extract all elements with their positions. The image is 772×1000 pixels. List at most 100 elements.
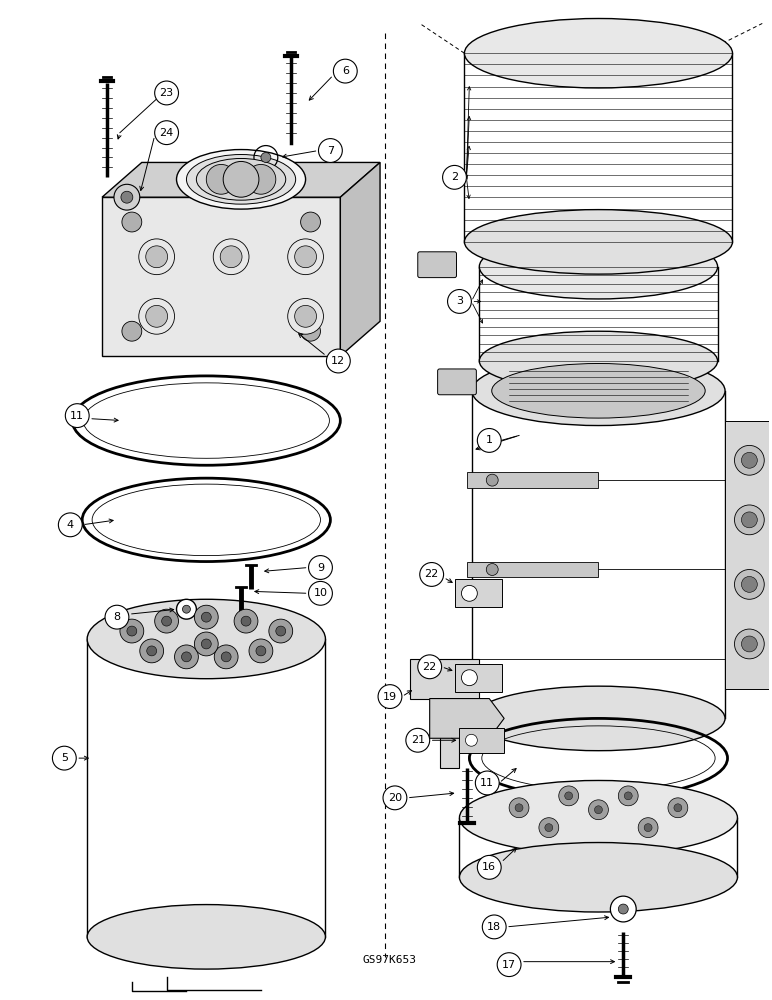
Circle shape: [201, 639, 212, 649]
Ellipse shape: [196, 158, 286, 200]
Text: 12: 12: [331, 356, 345, 366]
Circle shape: [564, 792, 573, 800]
Bar: [725, 421, 772, 689]
Bar: [459, 728, 504, 753]
Text: 16: 16: [482, 862, 496, 872]
Polygon shape: [430, 699, 504, 738]
Ellipse shape: [472, 686, 725, 751]
Circle shape: [618, 904, 628, 914]
Circle shape: [486, 474, 498, 486]
Circle shape: [146, 305, 168, 327]
Circle shape: [594, 806, 602, 814]
Circle shape: [515, 804, 523, 812]
Circle shape: [588, 800, 608, 820]
Bar: [467, 472, 598, 488]
Polygon shape: [340, 162, 380, 356]
Ellipse shape: [465, 18, 733, 88]
Circle shape: [195, 605, 218, 629]
Circle shape: [383, 786, 407, 810]
Circle shape: [559, 786, 578, 806]
Ellipse shape: [87, 599, 326, 679]
Circle shape: [674, 804, 682, 812]
Circle shape: [174, 645, 198, 669]
Ellipse shape: [459, 843, 737, 912]
Circle shape: [741, 452, 757, 468]
Bar: [102, 197, 340, 356]
Circle shape: [734, 505, 764, 535]
Circle shape: [234, 609, 258, 633]
Circle shape: [734, 629, 764, 659]
Circle shape: [181, 652, 191, 662]
Circle shape: [276, 626, 286, 636]
Text: GS97K653: GS97K653: [363, 955, 417, 965]
Circle shape: [406, 728, 430, 752]
Circle shape: [327, 349, 350, 373]
Circle shape: [220, 246, 242, 268]
Bar: [455, 579, 502, 607]
Circle shape: [448, 290, 472, 313]
Circle shape: [288, 239, 323, 275]
Text: 24: 24: [160, 128, 174, 138]
Circle shape: [486, 564, 498, 575]
Circle shape: [182, 605, 191, 613]
Circle shape: [418, 655, 442, 679]
Circle shape: [497, 953, 521, 977]
Text: 8: 8: [113, 612, 120, 622]
Circle shape: [482, 915, 506, 939]
Ellipse shape: [465, 210, 733, 274]
Text: 3: 3: [456, 296, 463, 306]
Ellipse shape: [87, 905, 326, 969]
Circle shape: [105, 605, 129, 629]
Circle shape: [442, 165, 466, 189]
Circle shape: [611, 896, 636, 922]
Ellipse shape: [177, 150, 306, 209]
Circle shape: [625, 792, 632, 800]
Circle shape: [741, 636, 757, 652]
Polygon shape: [410, 659, 479, 768]
Circle shape: [261, 153, 271, 162]
Circle shape: [545, 824, 553, 832]
Circle shape: [269, 619, 293, 643]
Text: 11: 11: [70, 411, 84, 421]
Circle shape: [114, 184, 140, 210]
Circle shape: [154, 609, 178, 633]
Circle shape: [734, 445, 764, 475]
Circle shape: [668, 798, 688, 818]
Circle shape: [462, 670, 477, 686]
Circle shape: [319, 139, 342, 162]
Text: 19: 19: [383, 692, 397, 702]
Text: 21: 21: [411, 735, 425, 745]
Text: 20: 20: [388, 793, 402, 803]
Circle shape: [741, 512, 757, 528]
Circle shape: [161, 616, 171, 626]
Text: 9: 9: [317, 563, 324, 573]
Circle shape: [120, 619, 144, 643]
Circle shape: [618, 786, 638, 806]
Circle shape: [241, 616, 251, 626]
Text: 1: 1: [486, 435, 493, 445]
FancyBboxPatch shape: [418, 252, 456, 278]
Text: 11: 11: [480, 778, 494, 788]
Circle shape: [52, 746, 76, 770]
Circle shape: [509, 798, 529, 818]
Circle shape: [539, 818, 559, 838]
Circle shape: [295, 305, 317, 327]
Circle shape: [288, 298, 323, 334]
Circle shape: [734, 569, 764, 599]
Circle shape: [378, 685, 402, 708]
Text: 18: 18: [487, 922, 501, 932]
Circle shape: [741, 576, 757, 592]
Circle shape: [215, 645, 238, 669]
Circle shape: [420, 563, 444, 586]
Circle shape: [222, 652, 231, 662]
Circle shape: [201, 612, 212, 622]
Circle shape: [223, 161, 259, 197]
Ellipse shape: [187, 155, 296, 204]
Circle shape: [127, 626, 137, 636]
Circle shape: [140, 639, 164, 663]
Text: 7: 7: [327, 146, 334, 156]
Text: 22: 22: [422, 662, 437, 672]
Circle shape: [256, 646, 266, 656]
Circle shape: [295, 246, 317, 268]
Text: 6: 6: [342, 66, 349, 76]
